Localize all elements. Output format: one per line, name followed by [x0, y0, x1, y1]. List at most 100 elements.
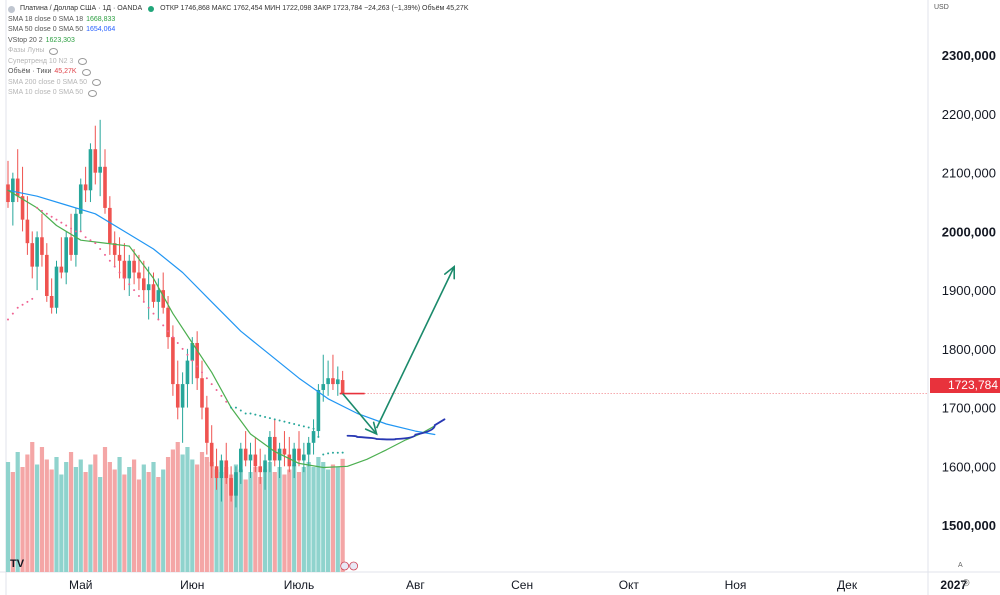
trend-arrow-line: [342, 393, 378, 435]
vstop-dot: [60, 221, 63, 224]
volume-bar: [195, 464, 200, 572]
volume-bar: [30, 442, 35, 572]
volume-bar: [306, 462, 311, 572]
candle-body: [35, 237, 39, 267]
visibility-eye-icon[interactable]: [78, 58, 88, 66]
visibility-eye-icon[interactable]: [49, 47, 59, 55]
volume-bar: [185, 447, 190, 572]
volume-bar: [39, 447, 45, 572]
volume-bar: [238, 469, 243, 572]
vstop-dot: [331, 451, 334, 454]
sma18-value: 1668,833: [86, 15, 116, 23]
volume-bar: [277, 467, 282, 572]
vstop-dot: [167, 330, 170, 333]
legend-title-row: Платина / Доллар США · 1Д · OANDA ОТКР 1…: [8, 4, 469, 15]
volume-bar: [292, 464, 297, 572]
volume-bar: [112, 469, 117, 572]
vstop-dot: [133, 289, 136, 292]
visibility-eye-icon[interactable]: [92, 79, 101, 87]
volume-bar: [190, 459, 195, 572]
legend-moon-phase[interactable]: Фазы Луны: [8, 46, 469, 57]
candle-body: [243, 448, 248, 461]
vstop-dot: [254, 413, 257, 416]
trend-arrow-line: [375, 266, 455, 429]
candle-body: [103, 166, 107, 208]
x-tick-label: Сен: [511, 578, 533, 592]
symbol-title: Платина / Доллар США · 1Д · OANDA: [20, 5, 143, 12]
trend-arrow-head: [364, 421, 378, 436]
vstop-dot: [278, 419, 281, 422]
candle-body: [205, 407, 209, 443]
candle-body: [88, 149, 93, 191]
vstop-dot: [293, 423, 296, 426]
volume-bar: [141, 464, 146, 572]
candle-body: [336, 379, 340, 385]
candle-body: [297, 448, 301, 461]
legend-volume[interactable]: Объём · Тики 45,27K: [8, 67, 469, 78]
vstop-dot: [259, 414, 262, 417]
y-tick-label: 2000,000: [942, 224, 996, 239]
legend-vstop[interactable]: VStop 20 2 1623,303: [8, 36, 469, 47]
volume-bar: [35, 464, 40, 572]
volume-bar: [49, 469, 54, 572]
vstop-dot: [21, 303, 24, 306]
y-tick-label: 1900,000: [942, 283, 996, 298]
legend-sma10[interactable]: SMA 10 close 0 SMA 50: [8, 88, 469, 99]
auto-scale-button[interactable]: A: [958, 562, 963, 569]
vstop-dot: [137, 295, 140, 297]
volume-bar: [248, 472, 253, 572]
volume-bar: [59, 474, 64, 572]
symbol-icon: [8, 5, 15, 13]
drawings: [339, 264, 928, 571]
candle-body: [142, 278, 146, 291]
visibility-eye-icon[interactable]: [81, 68, 91, 76]
volume-bar: [282, 474, 287, 572]
currency-label[interactable]: USD: [934, 4, 949, 11]
vstop-dot: [157, 318, 160, 321]
vstop-dot: [215, 388, 218, 391]
candle-body: [326, 378, 330, 385]
candle-body: [132, 260, 136, 273]
volume-bar: [117, 457, 122, 572]
candle-body: [108, 207, 112, 244]
volume-bar: [214, 469, 219, 572]
event-flag-icon: [349, 561, 359, 571]
candle-body: [224, 460, 229, 479]
settings-icon[interactable]: ◎: [962, 577, 970, 587]
candle-body: [200, 378, 204, 408]
volume-bar: [98, 477, 103, 572]
x-tick-label: Окт: [619, 578, 640, 592]
vstop-dot: [70, 227, 73, 230]
candle-body: [15, 178, 20, 197]
vstop-dot: [268, 417, 271, 420]
volume-bars: [5, 442, 345, 572]
vstop-dot: [288, 421, 291, 424]
volume-bar: [204, 457, 209, 572]
vstop-dot: [302, 425, 305, 428]
x-tick-label: Май: [69, 578, 93, 592]
visibility-eye-icon[interactable]: [88, 89, 98, 97]
legend-sma18[interactable]: SMA 18 close 0 SMA 18 1668,833: [8, 15, 469, 26]
candle-body: [316, 389, 321, 432]
legend-supertrend[interactable]: Супертренд 10 N2 3: [8, 57, 469, 68]
volume-value: 45,27K: [54, 68, 77, 75]
volume-bar: [316, 457, 321, 572]
candle-body: [311, 431, 316, 443]
candle-body: [137, 272, 141, 279]
candle-body: [272, 436, 277, 461]
legend-sma200[interactable]: SMA 200 close 0 SMA 50: [8, 78, 469, 89]
candle-body: [292, 448, 296, 467]
volume-bar: [243, 479, 248, 572]
candle-body: [166, 307, 170, 338]
legend-sma50[interactable]: SMA 50 close 0 SMA 50 1654,064: [8, 25, 469, 36]
volume-bar: [78, 459, 83, 572]
x-tick-label: Дек: [837, 578, 858, 592]
volume-bar: [102, 447, 108, 572]
vstop-dot: [298, 424, 300, 427]
vstop-dot: [205, 377, 208, 380]
vstop-dot: [244, 412, 247, 415]
candle-body: [45, 254, 49, 296]
tradingview-logo[interactable]: TV: [10, 558, 25, 570]
candle-body: [185, 360, 190, 385]
